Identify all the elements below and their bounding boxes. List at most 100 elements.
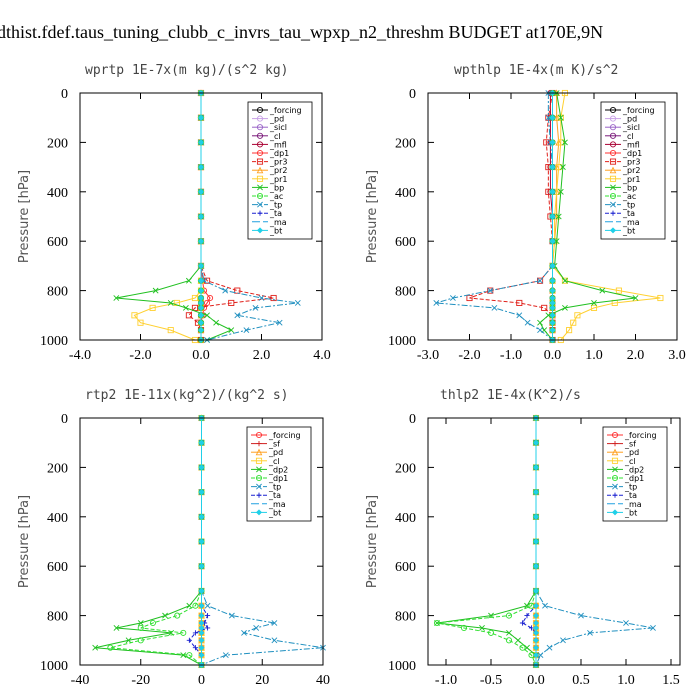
data-point bbox=[506, 629, 512, 636]
plot-frame bbox=[427, 92, 678, 341]
data-point bbox=[192, 630, 199, 636]
data-point bbox=[566, 327, 573, 334]
data-point bbox=[549, 287, 556, 294]
data-point bbox=[197, 287, 205, 294]
data-point bbox=[516, 312, 523, 319]
data-point bbox=[258, 295, 265, 301]
data-point bbox=[479, 625, 485, 631]
legend-label: _bt bbox=[269, 226, 282, 235]
legend-marker bbox=[256, 492, 262, 498]
series-bt bbox=[532, 414, 540, 669]
data-point bbox=[562, 277, 568, 284]
data-point bbox=[532, 637, 540, 644]
legend-label: _tp bbox=[269, 201, 282, 210]
data-point bbox=[532, 538, 540, 545]
legend-marker bbox=[257, 184, 263, 191]
legend-marker bbox=[256, 483, 262, 490]
legend-label: _dp1 bbox=[268, 474, 288, 483]
legend: _forcing_pd_sicl_cl_mfl_dp1_pr3_pr2_pr1_… bbox=[247, 101, 313, 240]
data-point bbox=[487, 287, 494, 294]
legend-marker bbox=[256, 149, 264, 157]
series-tp bbox=[433, 90, 556, 343]
y-tick-label: 600 bbox=[395, 235, 416, 250]
legend-label: _bp bbox=[622, 183, 637, 192]
legend-label: _pr2 bbox=[622, 166, 640, 175]
legend-marker bbox=[609, 141, 617, 148]
y-tick-label: 800 bbox=[395, 610, 416, 625]
data-point bbox=[198, 489, 205, 496]
legend-marker bbox=[609, 124, 617, 131]
data-point bbox=[241, 629, 247, 636]
data-point bbox=[537, 319, 543, 326]
data-point bbox=[532, 612, 540, 619]
legend-label: _dp1 bbox=[269, 149, 289, 158]
data-point bbox=[198, 563, 205, 570]
series-line bbox=[110, 418, 202, 666]
data-point bbox=[204, 613, 211, 619]
data-point bbox=[532, 652, 540, 659]
legend-label: _ac bbox=[622, 192, 636, 201]
data-point bbox=[541, 304, 548, 311]
y-tick-label: 1000 bbox=[40, 334, 68, 349]
legend-marker bbox=[256, 466, 262, 473]
series-dp2 bbox=[92, 415, 205, 668]
data-point bbox=[186, 637, 192, 643]
legend-label: _ta bbox=[268, 491, 281, 500]
data-point bbox=[180, 629, 187, 636]
data-point bbox=[191, 294, 199, 302]
legend-marker bbox=[255, 509, 263, 516]
legend-marker bbox=[612, 466, 618, 473]
data-point bbox=[574, 312, 581, 319]
data-point bbox=[532, 563, 540, 570]
data-point bbox=[149, 304, 156, 311]
series-dp1 bbox=[433, 414, 540, 669]
y-tick-label: 600 bbox=[47, 560, 68, 575]
data-point bbox=[505, 612, 513, 619]
data-point bbox=[198, 629, 205, 636]
legend-label: _forcing bbox=[269, 106, 302, 115]
legend-box bbox=[246, 426, 312, 522]
legend-marker bbox=[256, 141, 264, 148]
legend: _forcing_sf_pd_cl_dp2_dp1_tp_ta_ma_bt bbox=[246, 426, 312, 522]
data-point bbox=[185, 312, 192, 319]
y-tick-label: 800 bbox=[395, 285, 416, 300]
data-point bbox=[549, 319, 556, 326]
panel-title: thlp2 1E-4x(K^2)/s bbox=[440, 388, 581, 403]
data-point bbox=[222, 287, 229, 294]
legend-label: _ma bbox=[622, 218, 640, 227]
x-tick-label: -40 bbox=[71, 673, 90, 688]
data-point bbox=[532, 464, 540, 471]
y-tick-label: 200 bbox=[47, 461, 68, 476]
data-point bbox=[198, 464, 205, 471]
data-point bbox=[599, 287, 606, 294]
legend-label: _bp bbox=[269, 183, 284, 192]
y-tick-label: 0 bbox=[409, 412, 416, 427]
panel-title: wprtp 1E-7x(m kg)/(s^2 kg) bbox=[85, 63, 289, 78]
legend-marker bbox=[255, 431, 263, 439]
legend-label: _tp bbox=[622, 201, 635, 210]
data-point bbox=[228, 299, 235, 307]
data-point bbox=[198, 637, 205, 644]
data-point bbox=[532, 489, 540, 496]
series-dp1 bbox=[107, 414, 205, 669]
legend-label: _bt bbox=[268, 508, 281, 517]
data-point bbox=[549, 139, 556, 146]
y-axis-label: Pressure [hPa] bbox=[365, 170, 380, 263]
legend: _forcing_sf_pd_cl_dp2_dp1_tp_ta_ma_bt bbox=[602, 426, 668, 522]
data-point bbox=[234, 312, 241, 319]
x-tick-label: 1.0 bbox=[585, 348, 603, 363]
data-point bbox=[516, 299, 523, 307]
legend-marker bbox=[609, 158, 617, 165]
legend-marker bbox=[611, 448, 619, 456]
legend-marker bbox=[609, 106, 617, 114]
legend-marker bbox=[610, 210, 616, 216]
data-point bbox=[197, 327, 205, 334]
data-point bbox=[549, 188, 556, 195]
series-line bbox=[436, 418, 537, 666]
x-tick-label: -3.0 bbox=[417, 348, 439, 363]
x-tick-label: -20 bbox=[131, 673, 150, 688]
legend: _forcing_pd_sicl_cl_mfl_dp1_pr3_pr2_pr1_… bbox=[600, 101, 666, 240]
legend-label: _sicl bbox=[269, 123, 287, 132]
data-point bbox=[137, 624, 144, 632]
data-point bbox=[198, 602, 205, 609]
